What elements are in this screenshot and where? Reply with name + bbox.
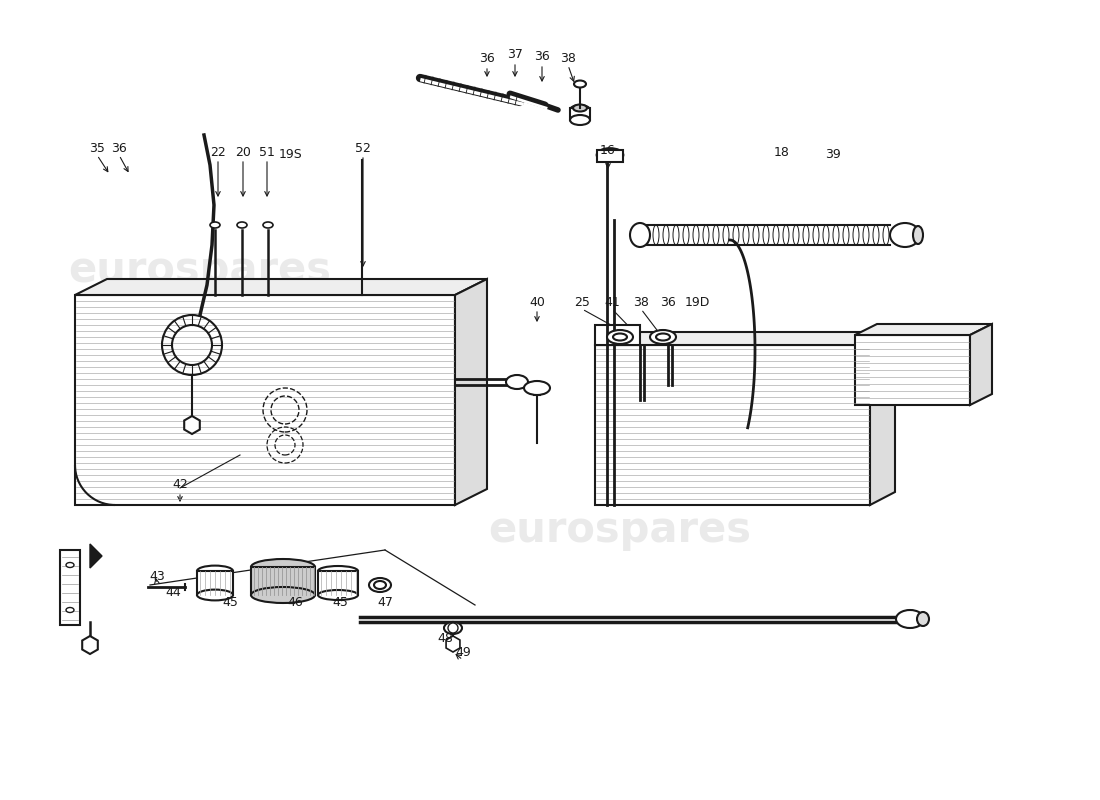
Bar [570, 108, 590, 120]
Polygon shape [75, 279, 487, 295]
Ellipse shape [197, 566, 233, 576]
Ellipse shape [573, 105, 587, 111]
Ellipse shape [210, 222, 220, 228]
Ellipse shape [374, 581, 386, 589]
Ellipse shape [613, 334, 627, 341]
Text: 47: 47 [377, 597, 393, 610]
Ellipse shape [318, 590, 358, 600]
Text: 39: 39 [825, 147, 840, 161]
Text: 36: 36 [480, 53, 495, 66]
Polygon shape [595, 332, 895, 345]
Text: 16: 16 [601, 143, 616, 157]
Bar [197, 571, 233, 595]
Text: 36: 36 [111, 142, 126, 154]
Text: eurospares: eurospares [488, 509, 751, 551]
Ellipse shape [630, 223, 650, 247]
Polygon shape [455, 279, 487, 505]
Polygon shape [855, 324, 992, 335]
Text: 37: 37 [507, 49, 522, 62]
Polygon shape [75, 295, 455, 505]
Ellipse shape [607, 330, 632, 344]
Text: 35: 35 [89, 142, 104, 154]
Ellipse shape [917, 612, 930, 626]
Polygon shape [855, 335, 970, 405]
Ellipse shape [597, 149, 623, 162]
Ellipse shape [570, 115, 590, 125]
Text: 49: 49 [455, 646, 471, 659]
Text: eurospares: eurospares [68, 249, 331, 291]
Ellipse shape [251, 559, 315, 575]
Polygon shape [595, 345, 870, 505]
Text: 40: 40 [529, 295, 544, 309]
Text: 51: 51 [260, 146, 275, 158]
Text: 46: 46 [287, 597, 303, 610]
Polygon shape [870, 332, 895, 505]
Ellipse shape [890, 223, 920, 247]
Text: 20: 20 [235, 146, 251, 158]
Text: 22: 22 [210, 146, 225, 158]
Ellipse shape [66, 562, 74, 567]
Text: 36: 36 [535, 50, 550, 63]
Text: 41: 41 [604, 295, 620, 309]
Text: 43: 43 [150, 570, 165, 583]
Ellipse shape [574, 81, 586, 87]
Polygon shape [447, 636, 460, 652]
Text: 19S: 19S [279, 147, 302, 161]
Ellipse shape [896, 610, 924, 628]
Ellipse shape [506, 375, 528, 389]
Text: 18: 18 [774, 146, 790, 158]
Ellipse shape [263, 222, 273, 228]
Circle shape [448, 623, 458, 633]
Text: 52: 52 [355, 142, 371, 154]
Text: 48: 48 [437, 631, 453, 645]
Ellipse shape [570, 105, 590, 115]
Ellipse shape [236, 222, 248, 228]
Polygon shape [90, 544, 102, 568]
Bar [60, 550, 80, 625]
Ellipse shape [66, 607, 74, 613]
Ellipse shape [368, 578, 390, 592]
Polygon shape [184, 416, 200, 434]
Text: 36: 36 [660, 295, 675, 309]
Bar [251, 567, 315, 595]
Text: 42: 42 [172, 478, 188, 491]
Text: 45: 45 [332, 597, 348, 610]
Polygon shape [970, 324, 992, 405]
Ellipse shape [444, 622, 462, 634]
Ellipse shape [913, 226, 923, 244]
Bar [597, 150, 623, 162]
Text: 19D: 19D [684, 295, 710, 309]
Text: 25: 25 [574, 295, 590, 309]
Text: 45: 45 [222, 597, 238, 610]
Polygon shape [595, 325, 640, 345]
Text: 38: 38 [634, 295, 649, 309]
Ellipse shape [524, 381, 550, 395]
Text: 38: 38 [560, 51, 576, 65]
Polygon shape [82, 636, 98, 654]
Ellipse shape [656, 334, 670, 341]
Ellipse shape [318, 566, 358, 576]
Text: 44: 44 [165, 586, 180, 599]
Bar [318, 571, 358, 595]
Ellipse shape [650, 330, 676, 344]
Ellipse shape [251, 587, 315, 603]
Ellipse shape [197, 590, 233, 600]
